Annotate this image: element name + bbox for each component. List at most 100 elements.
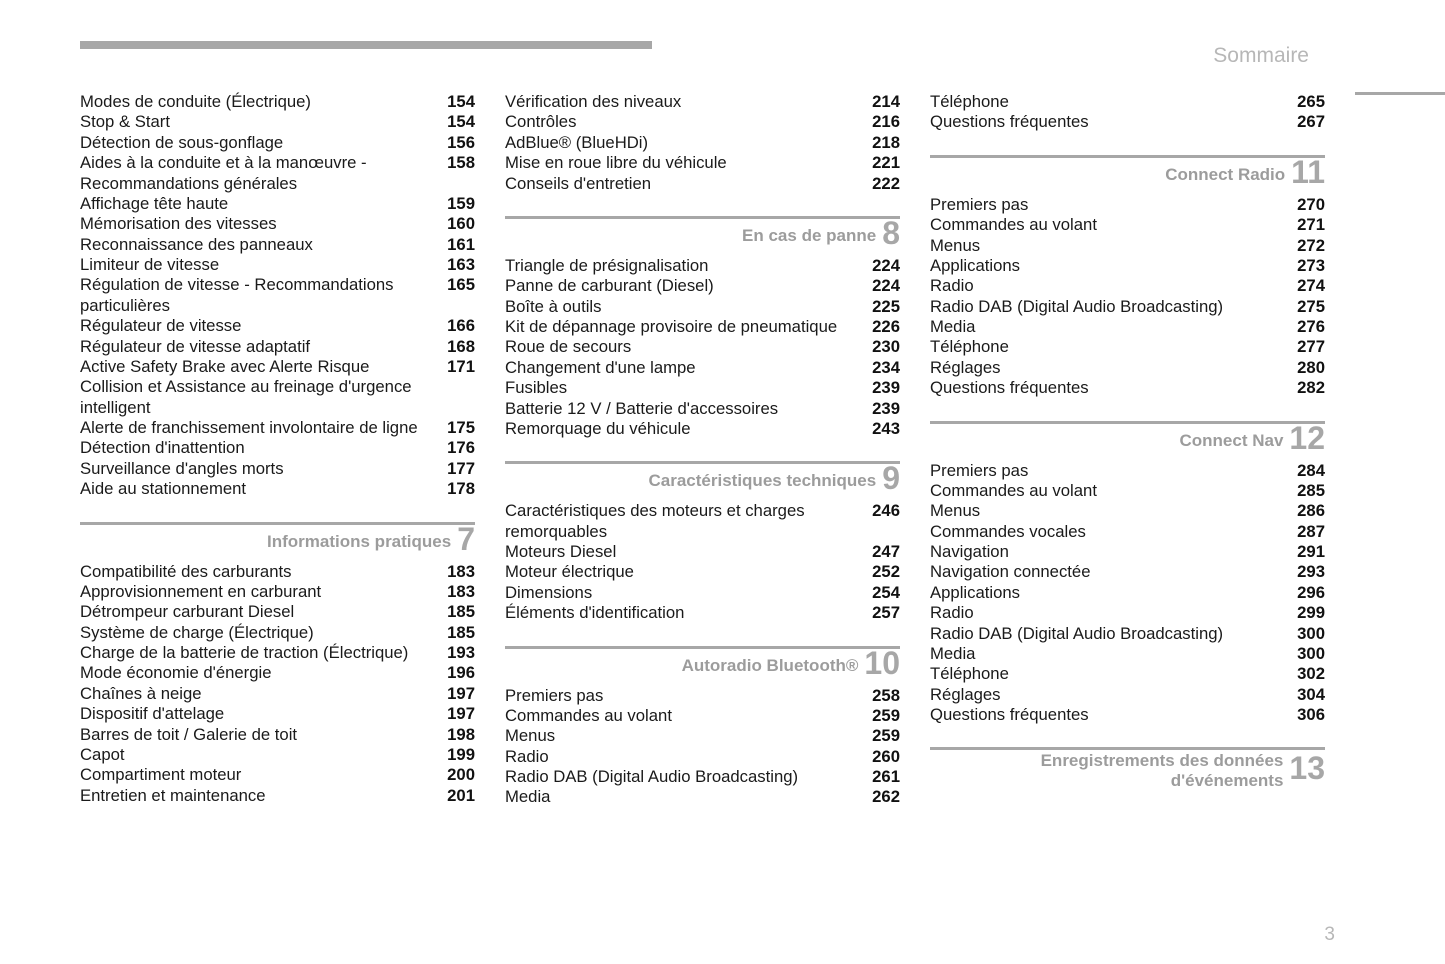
section-number: 10 xyxy=(864,647,900,679)
toc-entry: Radio DAB (Digital Audio Broadcasting)30… xyxy=(930,624,1325,644)
toc-entry: Premiers pas258 xyxy=(505,686,900,706)
page-header-label: Sommaire xyxy=(1213,44,1309,68)
toc-entry-label: Dimensions xyxy=(505,583,860,603)
toc-entry-label: Menus xyxy=(505,726,860,746)
toc-entry: Chaînes à neige197 xyxy=(80,684,475,704)
toc-entry-page: 198 xyxy=(435,725,475,745)
toc-entry: Moteur électrique252 xyxy=(505,562,900,582)
toc-entry: Questions fréquentes306 xyxy=(930,705,1325,725)
toc-entry: Media262 xyxy=(505,787,900,807)
section-heading: Autoradio Bluetooth®10 xyxy=(505,646,900,682)
toc-entry: Compartiment moteur200 xyxy=(80,765,475,785)
toc-entry-page: 163 xyxy=(435,255,475,275)
toc-entry: Modes de conduite (Électrique)154 xyxy=(80,92,475,112)
section-heading: Index alphabétique xyxy=(1355,92,1445,116)
toc-entry-page: 214 xyxy=(860,92,900,112)
toc-entry-label: Réglages xyxy=(930,685,1285,705)
toc-entry-label: Dispositif d'attelage xyxy=(80,704,435,724)
toc-entry: Limiteur de vitesse163 xyxy=(80,255,475,275)
toc-entry-label: Batterie 12 V / Batterie d'accessoires xyxy=(505,399,860,419)
toc-entry: Contrôles216 xyxy=(505,112,900,132)
section-title: Autoradio Bluetooth® xyxy=(682,656,859,676)
toc-entry-label: Régulateur de vitesse adaptatif xyxy=(80,337,435,357)
toc-entry-label: Premiers pas xyxy=(930,461,1285,481)
toc-entry-label: Compatibilité des carburants xyxy=(80,562,435,582)
toc-entry-label: Conseils d'entretien xyxy=(505,174,860,194)
toc-entry-label: Radio xyxy=(505,747,860,767)
section-title: Connect Nav xyxy=(1179,431,1283,451)
toc-entry: AdBlue® (BlueHDi)218 xyxy=(505,133,900,153)
section-number: 11 xyxy=(1291,156,1325,188)
toc-entry-label: Détrompeur carburant Diesel xyxy=(80,602,435,622)
toc-entry-label: Système de charge (Électrique) xyxy=(80,623,435,643)
toc-entry: Régulateur de vitesse166 xyxy=(80,316,475,336)
toc-entry: Vérification des niveaux214 xyxy=(505,92,900,112)
toc-entry-page: 271 xyxy=(1285,215,1325,235)
section-number: 9 xyxy=(882,462,900,494)
toc-entry-label: Radio xyxy=(930,603,1285,623)
toc-entry-label: Radio DAB (Digital Audio Broadcasting) xyxy=(505,767,860,787)
toc-entry: Media300 xyxy=(930,644,1325,664)
toc-entry-page: 286 xyxy=(1285,501,1325,521)
toc-entry-page: 243 xyxy=(860,419,900,439)
toc-entry-page: 183 xyxy=(435,582,475,602)
toc-entry: Mode économie d'énergie196 xyxy=(80,663,475,683)
toc-entry-label: Mise en roue libre du véhicule xyxy=(505,153,860,173)
toc-entry-label: Vérification des niveaux xyxy=(505,92,860,112)
toc-entry: Panne de carburant (Diesel)224 xyxy=(505,276,900,296)
toc-entry-page: 225 xyxy=(860,297,900,317)
toc-entry: Kit de dépannage provisoire de pneumatiq… xyxy=(505,317,900,337)
toc-entry-label: Commandes au volant xyxy=(505,706,860,726)
toc-entry-label: Triangle de présignalisation xyxy=(505,256,860,276)
section-number: 7 xyxy=(457,523,475,555)
toc-entry: Batterie 12 V / Batterie d'accessoires23… xyxy=(505,399,900,419)
toc-entry: Téléphone302 xyxy=(930,664,1325,684)
toc-entry: Aide au stationnement178 xyxy=(80,479,475,499)
toc-entry-label: Mode économie d'énergie xyxy=(80,663,435,683)
toc-entry-label: Reconnaissance des panneaux xyxy=(80,235,435,255)
toc-entry: Affichage tête haute159 xyxy=(80,194,475,214)
toc-entry: Media276 xyxy=(930,317,1325,337)
toc-entry-label: Téléphone xyxy=(930,92,1285,112)
toc-entry: Téléphone277 xyxy=(930,337,1325,357)
toc-entry-label: Questions fréquentes xyxy=(930,112,1285,132)
toc-entry-page: 193 xyxy=(435,643,475,663)
toc-entry: Applications273 xyxy=(930,256,1325,276)
section-title: Connect Radio xyxy=(1165,165,1285,185)
toc-entry-label: Éléments d'identification xyxy=(505,603,860,623)
toc-entry-page: 265 xyxy=(1285,92,1325,112)
toc-entry: Menus286 xyxy=(930,501,1325,521)
toc-entry-label: Navigation xyxy=(930,542,1285,562)
toc-entry-label: Questions fréquentes xyxy=(930,378,1285,398)
toc-entry: Barres de toit / Galerie de toit198 xyxy=(80,725,475,745)
toc-entry-label: Réglages xyxy=(930,358,1285,378)
toc-entry-page: 161 xyxy=(435,235,475,255)
toc-entry-label: Roue de secours xyxy=(505,337,860,357)
toc-entry-page: 226 xyxy=(860,317,900,337)
toc-entry-page: 277 xyxy=(1285,337,1325,357)
toc-entry-page: 221 xyxy=(860,153,900,173)
toc-entry: Triangle de présignalisation224 xyxy=(505,256,900,276)
toc-entry-label: Téléphone xyxy=(930,664,1285,684)
toc-entry: Navigation connectée293 xyxy=(930,562,1325,582)
toc-entry: Applications296 xyxy=(930,583,1325,603)
toc-entry-page: 216 xyxy=(860,112,900,132)
toc-entry-label: Régulation de vitesse - Recommandations … xyxy=(80,275,435,316)
toc-entry-page: 176 xyxy=(435,438,475,458)
toc-entry-page: 196 xyxy=(435,663,475,683)
toc-entry-label: Charge de la batterie de traction (Élect… xyxy=(80,643,435,663)
toc-entry-page: 239 xyxy=(860,399,900,419)
toc-entry-page: 165 xyxy=(435,275,475,295)
toc-entry-page: 259 xyxy=(860,726,900,746)
toc-entry-page: 300 xyxy=(1285,644,1325,664)
toc-entry-label: AdBlue® (BlueHDi) xyxy=(505,133,860,153)
toc-entry-label: Aides à la conduite et à la manœuvre - R… xyxy=(80,153,435,194)
toc-entry-page: 300 xyxy=(1285,624,1325,644)
toc-entry-label: Navigation connectée xyxy=(930,562,1285,582)
toc-entry-label: Alerte de franchissement involontaire de… xyxy=(80,418,435,438)
toc-entry-label: Affichage tête haute xyxy=(80,194,435,214)
toc-entry-label: Régulateur de vitesse xyxy=(80,316,435,336)
toc-entry-page: 273 xyxy=(1285,256,1325,276)
toc-entry-page: 154 xyxy=(435,112,475,132)
toc-entry-page: 239 xyxy=(860,378,900,398)
